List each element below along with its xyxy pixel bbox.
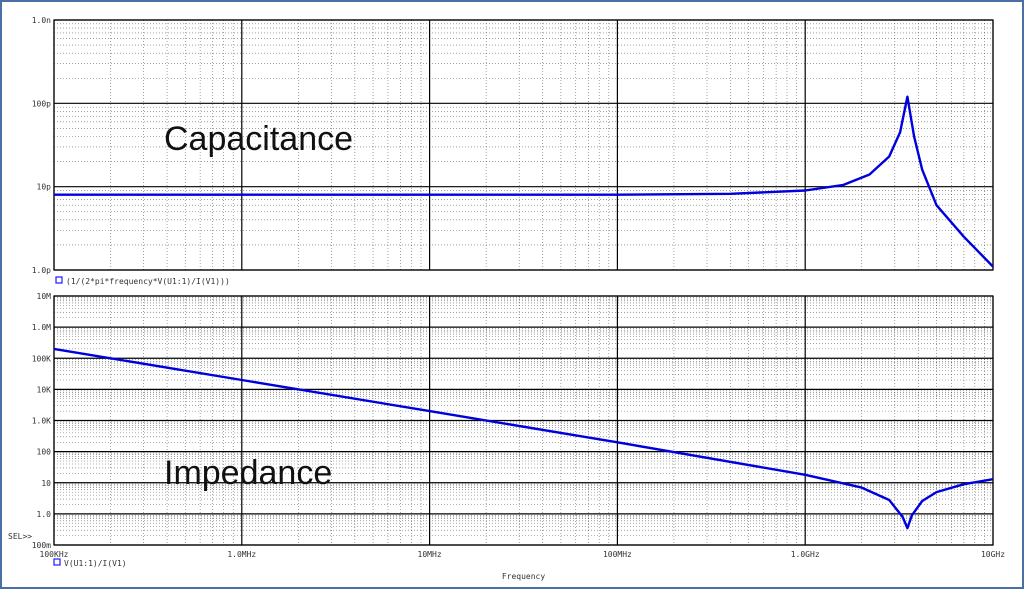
- plot-area-1: [54, 20, 993, 270]
- y-tick-label: 100: [37, 448, 52, 457]
- x-tick-label: 10MHz: [418, 550, 442, 559]
- y-tick-label: 10p: [37, 183, 52, 192]
- x-tick-label: 10GHz: [981, 550, 1005, 559]
- x-tick-label: 1.0MHz: [227, 550, 256, 559]
- y-tick-label: 100m: [32, 541, 51, 550]
- y-tick-label: 10: [41, 479, 51, 488]
- x-tick-label: 100KHz: [40, 550, 69, 559]
- legend-marker: [53, 558, 61, 566]
- plot-frame-2: [53, 295, 994, 546]
- y-tick-label: 10M: [37, 292, 52, 301]
- capacitance-annotation: Capacitance: [164, 120, 353, 158]
- series-line-2: [53, 347, 994, 530]
- sel-marker: SEL>>: [8, 532, 32, 541]
- impedance-annotation: Impedance: [164, 454, 332, 492]
- legend-label: V(U1:1)/I(V1): [64, 559, 127, 568]
- y-tick-label: 1.0p: [32, 266, 51, 275]
- x-tick-label: 1.0GHz: [791, 550, 820, 559]
- y-tick-label: 100K: [32, 354, 51, 363]
- series-line-1: [54, 95, 994, 268]
- x-axis-title: Frequency: [502, 572, 546, 581]
- y-tick-label: 1.0: [37, 510, 52, 519]
- y-tick-label: 100p: [32, 99, 51, 108]
- legend-label: (1/(2*pi*frequency*V(U1:1)/I(V1))): [66, 277, 230, 286]
- legend-marker: [55, 276, 63, 284]
- plot-frame-1: [53, 19, 994, 271]
- y-tick-label: 1.0M: [32, 323, 51, 332]
- y-tick-label: 1.0K: [32, 417, 51, 426]
- x-tick-label: 100MHz: [603, 550, 632, 559]
- y-tick-label: 10K: [37, 385, 52, 394]
- y-tick-label: 1.0n: [32, 16, 51, 25]
